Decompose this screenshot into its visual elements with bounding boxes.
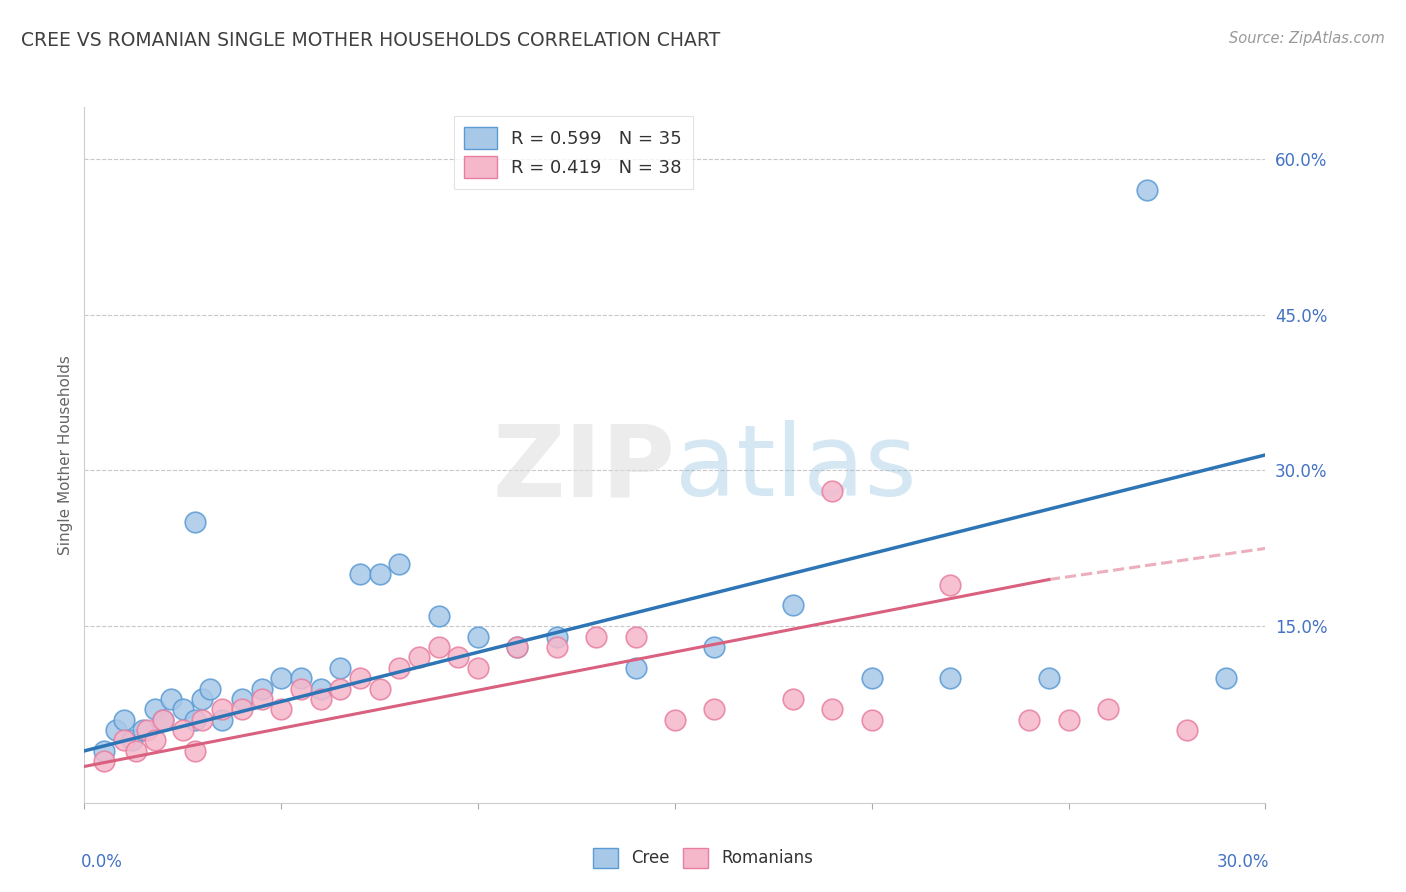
Point [183, 516, 205, 530]
Point [172, 702, 194, 716]
Point [143, 702, 166, 716]
Point [270, 671, 292, 685]
Point [1038, 671, 1060, 685]
Point [152, 713, 174, 727]
Point [136, 723, 159, 738]
Point [860, 671, 883, 685]
Point [290, 681, 312, 696]
Point [191, 713, 214, 727]
Point [1136, 183, 1159, 197]
Point [172, 723, 194, 738]
Point [309, 681, 332, 696]
Text: Source: ZipAtlas.com: Source: ZipAtlas.com [1229, 31, 1385, 46]
Point [124, 744, 146, 758]
Legend: R = 0.599   N = 35, R = 0.419   N = 38: R = 0.599 N = 35, R = 0.419 N = 38 [454, 116, 693, 189]
Text: atlas: atlas [675, 420, 917, 517]
Point [112, 733, 135, 747]
Point [143, 733, 166, 747]
Point [1215, 671, 1237, 685]
Point [1018, 713, 1040, 727]
Point [121, 733, 143, 747]
Point [703, 702, 725, 716]
Point [270, 702, 292, 716]
Point [506, 640, 529, 654]
Point [191, 692, 214, 706]
Point [349, 567, 371, 582]
Y-axis label: Single Mother Households: Single Mother Households [58, 355, 73, 555]
Point [546, 630, 568, 644]
Point [231, 702, 253, 716]
Point [546, 640, 568, 654]
Point [231, 692, 253, 706]
Point [152, 713, 174, 727]
Point [467, 630, 489, 644]
Point [447, 650, 470, 665]
Point [368, 567, 391, 582]
Legend: Cree, Romanians: Cree, Romanians [586, 841, 820, 875]
Point [160, 692, 183, 706]
Text: 30.0%: 30.0% [1216, 853, 1270, 871]
Point [211, 713, 233, 727]
Point [624, 630, 647, 644]
Point [860, 713, 883, 727]
Point [183, 744, 205, 758]
Point [624, 661, 647, 675]
Text: 0.0%: 0.0% [80, 853, 122, 871]
Point [467, 661, 489, 675]
Point [93, 754, 115, 768]
Point [388, 661, 411, 675]
Text: CREE VS ROMANIAN SINGLE MOTHER HOUSEHOLDS CORRELATION CHART: CREE VS ROMANIAN SINGLE MOTHER HOUSEHOLD… [21, 31, 720, 50]
Point [703, 640, 725, 654]
Point [1097, 702, 1119, 716]
Point [112, 713, 135, 727]
Point [329, 661, 352, 675]
Point [821, 702, 844, 716]
Point [1057, 713, 1080, 727]
Point [1175, 723, 1198, 738]
Point [821, 484, 844, 499]
Point [309, 692, 332, 706]
Point [388, 557, 411, 571]
Point [250, 681, 273, 696]
Point [939, 671, 962, 685]
Point [368, 681, 391, 696]
Point [939, 578, 962, 592]
Point [585, 630, 607, 644]
Point [183, 713, 205, 727]
Point [211, 702, 233, 716]
Point [506, 640, 529, 654]
Text: ZIP: ZIP [492, 420, 675, 517]
Point [329, 681, 352, 696]
Point [132, 723, 155, 738]
Point [782, 692, 804, 706]
Point [664, 713, 686, 727]
Point [349, 671, 371, 685]
Point [427, 608, 450, 623]
Point [200, 681, 222, 696]
Point [427, 640, 450, 654]
Point [290, 671, 312, 685]
Point [93, 744, 115, 758]
Point [782, 599, 804, 613]
Point [250, 692, 273, 706]
Point [408, 650, 430, 665]
Point [104, 723, 127, 738]
